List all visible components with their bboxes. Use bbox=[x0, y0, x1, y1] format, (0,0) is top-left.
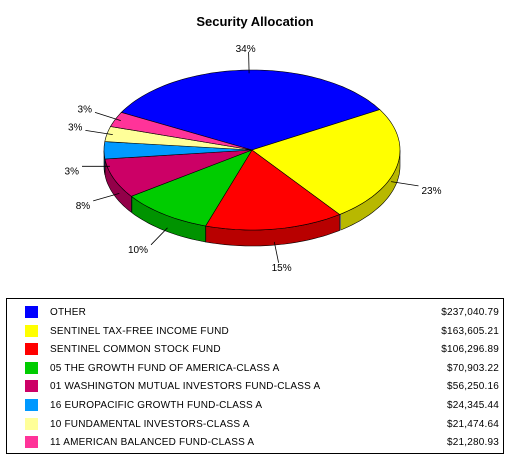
legend-value: $24,345.44 bbox=[446, 400, 499, 411]
pie-chart: Security Allocation 34% 23% 15% 10% 8% 3% 3% 3% bbox=[65, 14, 442, 274]
leader-line bbox=[94, 112, 121, 121]
pie-percent-label: 15% bbox=[272, 263, 292, 274]
legend-value: $21,280.93 bbox=[446, 437, 499, 449]
legend-label: 01 WASHINGTON MUTUAL INVESTORS FUND-CLAS… bbox=[50, 381, 321, 393]
legend-swatch bbox=[25, 436, 38, 449]
legend-item: SENTINEL TAX-FREE INCOME FUND $163,605.21 bbox=[25, 324, 501, 340]
legend-swatch bbox=[25, 324, 38, 337]
legend-label: OTHER bbox=[50, 307, 86, 318]
legend-item: 05 THE GROWTH FUND OF AMERICA-CLASS A $70… bbox=[25, 361, 501, 377]
leader-line bbox=[391, 181, 419, 187]
legend: OTHER $237,040.79 SENTINEL TAX-FREE INCOME… bbox=[6, 298, 504, 454]
legend-item: OTHER $237,040.79 bbox=[25, 305, 501, 321]
legend-item: 11 AMERICAN BALANCED FUND-CLASS A $21,280… bbox=[25, 435, 501, 451]
pie-slice bbox=[205, 149, 341, 231]
leader-line bbox=[93, 193, 120, 202]
chart-title: Security Allocation bbox=[196, 14, 313, 29]
legend-label: 05 THE GROWTH FUND OF AMERICA-CLASS A bbox=[50, 362, 280, 374]
legend-value: $163,605.21 bbox=[441, 325, 499, 337]
legend-value: $56,250.16 bbox=[446, 381, 499, 393]
leader-line bbox=[248, 51, 250, 74]
leader-line bbox=[150, 227, 168, 246]
legend-swatch bbox=[25, 380, 38, 393]
legend-value: $21,474.64 bbox=[446, 418, 499, 430]
legend-swatch bbox=[25, 399, 38, 411]
pie-slice bbox=[251, 109, 401, 215]
legend-label: 10 FUNDAMENTAL INVESTORS-CLASS A bbox=[50, 418, 250, 430]
leader-line bbox=[273, 241, 279, 263]
pie-slice bbox=[130, 149, 253, 227]
pie-slice bbox=[103, 141, 253, 160]
pie-percent-label: 3% bbox=[78, 104, 93, 115]
legend-value: $106,296.89 bbox=[441, 344, 499, 356]
pie-percent-label: 23% bbox=[422, 186, 442, 197]
legend-swatch bbox=[25, 343, 38, 356]
legend-swatch bbox=[25, 361, 38, 374]
pie-percent-label: 3% bbox=[65, 166, 80, 177]
pie-percent-label: 10% bbox=[128, 245, 148, 256]
legend-value: $70,903.22 bbox=[446, 362, 499, 374]
legend-item: 16 EUROPACIFIC GROWTH FUND-CLASS A $24,34… bbox=[25, 398, 501, 414]
legend-item: SENTINEL COMMON STOCK FUND $106,296.89 bbox=[25, 342, 501, 358]
legend-label: 11 AMERICAN BALANCED FUND-CLASS A bbox=[50, 437, 255, 449]
leader-line bbox=[85, 130, 113, 135]
legend-label: 16 EUROPACIFIC GROWTH FUND-CLASS A bbox=[50, 400, 263, 411]
legend-swatch bbox=[25, 417, 38, 430]
pie-percent-label: 8% bbox=[76, 201, 91, 212]
legend-swatch bbox=[25, 306, 38, 318]
legend-item: 01 WASHINGTON MUTUAL INVESTORS FUND-CLAS… bbox=[25, 379, 501, 395]
legend-label: SENTINEL COMMON STOCK FUND bbox=[50, 344, 221, 356]
legend-value: $237,040.79 bbox=[441, 307, 499, 318]
pie-percent-label: 34% bbox=[236, 44, 256, 55]
legend-item: 10 FUNDAMENTAL INVESTORS-CLASS A $21,474.… bbox=[25, 417, 501, 433]
pie-slice bbox=[104, 149, 253, 197]
pie-slice bbox=[110, 112, 253, 151]
legend-label: SENTINEL TAX-FREE INCOME FUND bbox=[50, 325, 229, 337]
pie-percent-label: 3% bbox=[68, 122, 83, 133]
